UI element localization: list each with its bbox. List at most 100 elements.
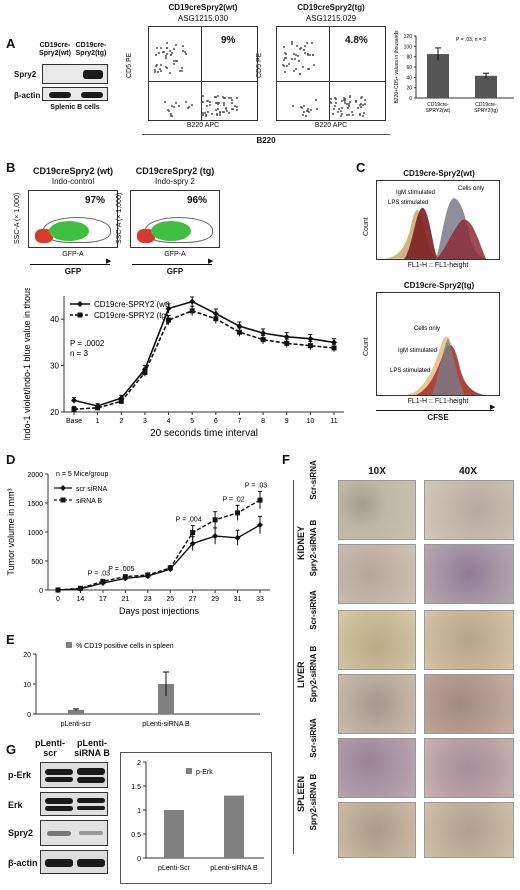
y-tick-label: 60 xyxy=(406,65,412,71)
chart-d-line: 0 500 1000 1500 2000 0 14 17 21 23 25 27 29 31 33 scr s… xyxy=(6,471,270,616)
facs-event-dot xyxy=(285,64,288,67)
tissue-kidney-scr-40x xyxy=(424,480,514,540)
facs-event-dot xyxy=(284,53,287,56)
data-point xyxy=(212,517,218,523)
facs-b1-gfp-label: GFP xyxy=(64,267,82,276)
facs-event-dot xyxy=(287,62,290,65)
data-point xyxy=(189,540,196,547)
data-point xyxy=(213,316,219,322)
facs-b2-ylabel: SSC-A (× 1,000) xyxy=(116,192,123,244)
legend-label: CD19cre-SPRY2 (tg) xyxy=(94,311,169,320)
hist-c2-label-lps: LPS stimulated xyxy=(390,368,430,374)
facs-event-dot xyxy=(349,101,352,104)
chart-frame xyxy=(120,752,272,884)
legend-label: % CD19 positive cells in spleen xyxy=(76,643,174,650)
gfp-arrow-2 xyxy=(132,264,212,265)
data-point xyxy=(331,345,337,351)
facs-event-dot xyxy=(166,67,168,70)
facs-event-dot xyxy=(314,99,317,102)
facs-event-dot xyxy=(338,108,341,111)
hist-c1: IgM stimulated LPS stimulated Cells only xyxy=(376,180,500,260)
blot-band xyxy=(77,806,105,810)
facs-event-dot xyxy=(309,109,312,112)
data-point xyxy=(236,329,242,335)
y-tick-label: 2000 xyxy=(27,472,43,479)
facs-event-dot xyxy=(221,95,224,98)
facs-event-dot xyxy=(295,44,298,47)
facs-event-dot xyxy=(190,104,193,107)
facs-event-dot xyxy=(164,57,167,59)
facs-event-dot xyxy=(360,96,363,99)
facs-event-dot xyxy=(303,48,306,51)
x-axis-label: Days post injections xyxy=(119,606,200,616)
facs-event-dot xyxy=(181,66,184,69)
facs-event-dot xyxy=(294,67,297,70)
x-tick-label: 6 xyxy=(214,418,218,425)
data-point xyxy=(142,370,148,376)
facs-event-dot xyxy=(205,114,208,117)
facs-a2-ylabel: CD5 PE xyxy=(256,52,263,78)
facs-b2-gfp-label: GFP xyxy=(166,267,184,276)
facs-event-dot xyxy=(292,53,295,56)
gfp-positive-cluster xyxy=(49,221,89,241)
x-tick-label: 5 xyxy=(190,418,194,425)
facs-event-dot xyxy=(301,65,304,68)
facs-plot-b2: 96% xyxy=(130,190,220,248)
tissue-left-rule xyxy=(293,480,294,854)
facs-event-dot xyxy=(361,103,364,106)
facs-event-dot xyxy=(310,41,313,44)
facs-event-dot xyxy=(343,97,346,100)
facs-event-dot xyxy=(183,50,186,53)
x-tick-label: 29 xyxy=(211,596,219,603)
facs-event-dot xyxy=(222,111,225,114)
organ-spleen: SPLEEN xyxy=(296,775,306,812)
facs-event-dot xyxy=(329,100,332,103)
facs-event-dot xyxy=(312,64,315,67)
tissue-spleen-spry2-40x xyxy=(424,802,514,858)
facs-event-dot xyxy=(217,108,220,111)
facs-event-dot xyxy=(165,53,168,56)
tissue-col-40x: 40X xyxy=(459,466,477,477)
facs-event-dot xyxy=(347,105,350,108)
facs-b2-percent: 96% xyxy=(187,195,208,206)
facs-event-dot xyxy=(304,52,307,55)
blot-band xyxy=(45,777,73,782)
panel-g-label: G xyxy=(6,742,17,757)
blot-band xyxy=(79,831,103,835)
facs-event-dot xyxy=(334,105,337,108)
tissue-col-10x: 10X xyxy=(368,466,386,477)
facs-event-dot xyxy=(297,55,300,58)
blot-band xyxy=(81,92,103,98)
x-tick-label: 11 xyxy=(330,418,337,425)
data-point xyxy=(95,405,101,411)
facs-event-dot xyxy=(285,56,288,59)
facs-event-dot xyxy=(211,112,214,115)
tissue-kidney-spry2-10x xyxy=(338,544,416,604)
data-point xyxy=(71,397,77,404)
data-point xyxy=(118,398,124,404)
facs-event-dot xyxy=(363,102,366,105)
blot-a-spry2-strip xyxy=(42,64,108,84)
organ-liver: LIVER xyxy=(296,661,306,688)
facs-event-dot xyxy=(178,70,181,73)
annotation: P = .03, n = 3 xyxy=(456,37,486,43)
chart-a-bar: 020406080100120CD19cre-SPRY2(wt)CD19cre-… xyxy=(394,30,514,114)
x-tick-label: 0 xyxy=(56,596,60,603)
facs-a2-xlabel: B220 APC xyxy=(314,122,348,129)
blot-a-col-tg: CD19cre-Spry2(tg) xyxy=(75,42,107,57)
blot-g-col-scr: pLenti-scr xyxy=(35,738,65,759)
facs-event-dot xyxy=(201,111,204,114)
y-tick-label: 0 xyxy=(409,96,412,102)
facs-event-dot xyxy=(299,105,302,108)
facs-event-dot xyxy=(303,45,306,48)
row-label-liver-scr: Scr-siRNA xyxy=(309,590,318,630)
facs-event-dot xyxy=(363,98,366,101)
organ-kidney: KIDNEY xyxy=(296,525,306,560)
bar xyxy=(475,75,497,98)
facs-event-dot xyxy=(165,42,168,45)
facs-event-dot xyxy=(175,59,178,62)
x-tick-label: 23 xyxy=(144,596,152,603)
annotation: n = 3 xyxy=(70,349,89,358)
facs-event-dot xyxy=(290,58,293,61)
blot-band xyxy=(83,70,103,79)
